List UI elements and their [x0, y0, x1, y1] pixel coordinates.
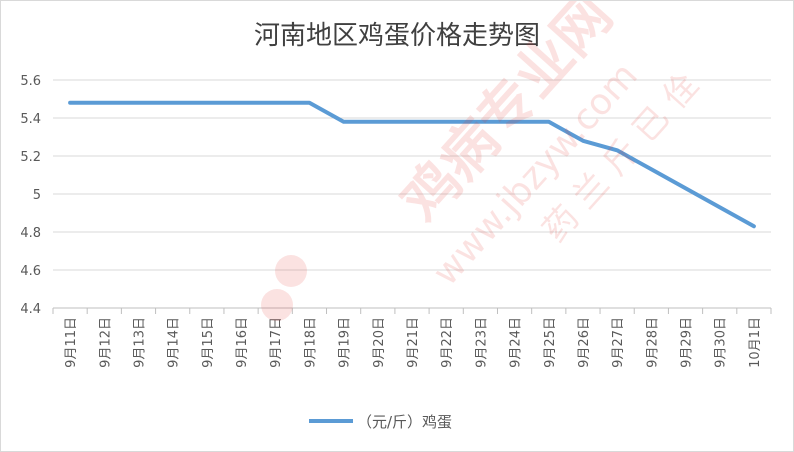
- x-axis: [52, 307, 772, 314]
- x-tick-label: 9月20日: [372, 317, 387, 368]
- x-tick-label: 9月14日: [167, 317, 182, 368]
- gridlines: [53, 79, 771, 271]
- legend: （元/斤）鸡蛋: [309, 413, 452, 431]
- y-tick-label: 5: [33, 188, 41, 203]
- x-tick-label: 9月18日: [303, 317, 318, 368]
- x-tick-label: 9月30日: [714, 317, 729, 368]
- x-tick-label: 9月26日: [577, 317, 592, 368]
- x-tick-label: 9月27日: [611, 317, 626, 368]
- series: [68, 100, 756, 229]
- y-axis-ticks: 4.4 4.6 4.8 5 5.2 5.4 5.6: [20, 74, 41, 317]
- x-tick-label: 9月17日: [269, 317, 284, 368]
- x-tick-label: 9月15日: [201, 317, 216, 368]
- x-tick-label: 9月21日: [406, 317, 421, 368]
- x-tick-label: 9月12日: [98, 317, 113, 368]
- y-tick-label: 4.8: [20, 226, 41, 241]
- x-tick-label: 10月1日: [748, 317, 763, 368]
- x-tick-label: 9月16日: [235, 317, 250, 368]
- x-tick-label: 9月28日: [645, 317, 660, 368]
- x-tick-label: 9月23日: [474, 317, 489, 368]
- series-line: [68, 100, 756, 229]
- legend-label: （元/斤）鸡蛋: [357, 413, 452, 431]
- y-tick-label: 4.6: [20, 264, 41, 279]
- x-tick-label: 9月13日: [132, 317, 147, 368]
- x-tick-label: 9月24日: [509, 317, 524, 368]
- y-tick-label: 5.2: [20, 150, 41, 165]
- x-tick-label: 9月25日: [543, 317, 558, 368]
- x-tick-label: 9月22日: [440, 317, 455, 368]
- y-tick-label: 5.6: [20, 74, 41, 89]
- x-tick-label: 9月19日: [338, 317, 353, 368]
- y-tick-label: 5.4: [20, 112, 41, 127]
- x-axis-ticks: 9月11日 9月12日 9月13日 9月14日 9月15日 9月16日 9月17日 9月18日…: [64, 317, 763, 368]
- y-tick-label: 4.4: [20, 302, 41, 317]
- x-tick-label: 9月11日: [64, 317, 79, 368]
- x-tick-label: 9月29日: [680, 317, 695, 368]
- chart-title: 河南地区鸡蛋价格走势图: [253, 21, 540, 51]
